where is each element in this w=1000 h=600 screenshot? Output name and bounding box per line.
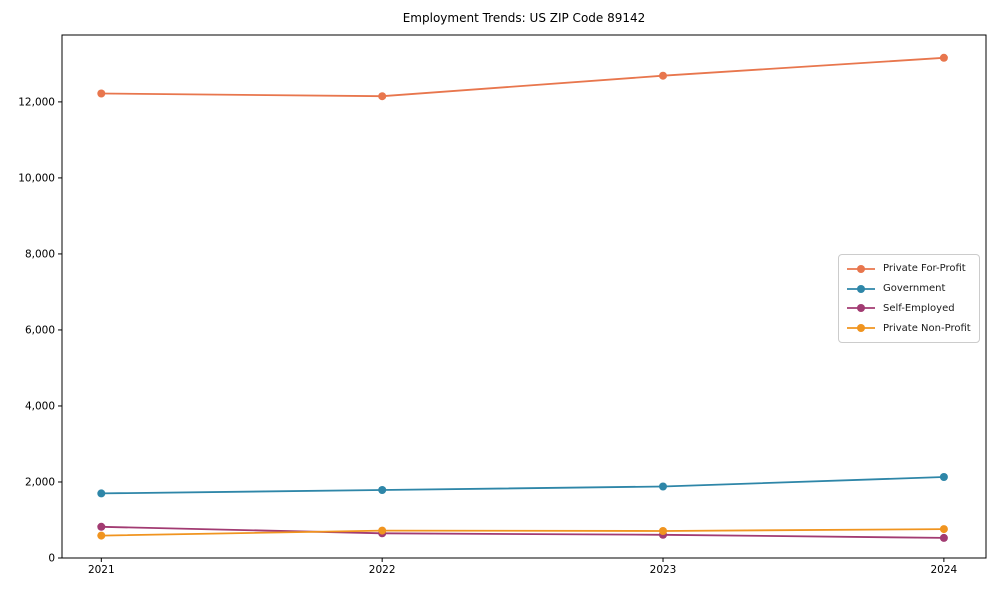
- chart-title: Employment Trends: US ZIP Code 89142: [402, 11, 646, 25]
- plot-frame: [61, 34, 987, 559]
- data-point-marker: [97, 489, 106, 498]
- data-point-marker: [378, 486, 387, 494]
- legend-item: Government: [846, 283, 972, 295]
- x-tick-label: 2024: [931, 564, 958, 576]
- data-point-marker: [659, 482, 667, 491]
- x-tick-label: 2023: [650, 564, 677, 576]
- data-point-marker: [97, 89, 106, 98]
- legend-swatch-line-marker-icon: [847, 304, 875, 313]
- data-point-marker: [378, 526, 387, 535]
- y-tick-label: 12,000: [18, 96, 55, 108]
- data-point-marker: [939, 473, 948, 481]
- y-tick-label: 6,000: [25, 324, 55, 336]
- data-point-marker: [378, 92, 387, 101]
- legend-item: Self-Employed: [846, 302, 972, 314]
- y-tick-label: 2,000: [25, 476, 55, 488]
- legend-item-label: Self-Employed: [883, 302, 955, 314]
- series-line-private-non-profit: [101, 528, 944, 537]
- data-point-marker: [659, 71, 667, 80]
- legend-item-label: Government: [883, 283, 946, 295]
- y-tick-label: 4,000: [25, 400, 55, 412]
- x-tick-label: 2022: [369, 564, 396, 576]
- data-point-marker: [939, 533, 948, 542]
- series-line-self-employed: [101, 525, 944, 539]
- legend-item: Private Non-Profit: [846, 322, 972, 334]
- series-line-government: [101, 476, 944, 495]
- data-point-marker: [97, 522, 106, 531]
- legend-swatch-line-marker-icon: [847, 264, 875, 273]
- y-tick-label: 0: [48, 553, 55, 565]
- data-point-marker: [939, 525, 948, 534]
- legend-item-label: Private For-Profit: [883, 263, 966, 275]
- x-tick-label: 2021: [88, 564, 115, 576]
- legend-item: Private For-Profit: [846, 263, 972, 275]
- legend-swatch-line-marker-icon: [847, 284, 875, 293]
- data-point-marker: [659, 527, 667, 535]
- data-point-marker: [97, 531, 106, 540]
- legend-item-label: Private Non-Profit: [883, 322, 971, 334]
- y-tick-label: 8,000: [25, 248, 55, 260]
- data-point-marker: [939, 53, 948, 62]
- y-tick-label: 10,000: [18, 172, 55, 184]
- series-line-private-for-profit: [101, 56, 944, 98]
- legend-swatch-line-marker-icon: [847, 324, 875, 333]
- legend: Private For-Profit Government Self-Employe…: [838, 254, 980, 343]
